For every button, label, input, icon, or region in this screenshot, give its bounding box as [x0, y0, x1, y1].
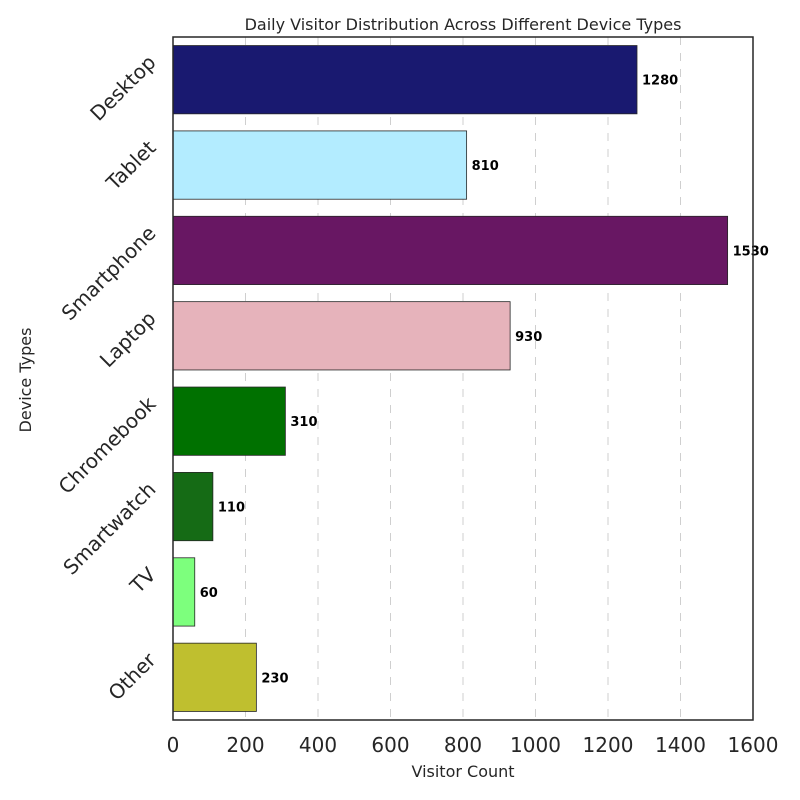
bar-smartphone [172, 215, 729, 285]
data-label: 1530 [733, 244, 769, 259]
y-tick-label: Other [103, 647, 161, 705]
y-tick-label: Tablet [101, 136, 161, 196]
data-label: 930 [515, 330, 542, 345]
x-tick-label: 600 [371, 733, 409, 757]
data-label: 310 [290, 415, 317, 430]
y-axis-label: Device Types [16, 328, 35, 433]
bar-desktop [172, 45, 638, 115]
x-tick-label: 1400 [655, 733, 706, 757]
data-label: 230 [261, 671, 288, 686]
x-tick-label: 1000 [510, 733, 561, 757]
data-label: 810 [472, 159, 499, 174]
x-tick-labels: 0 200 400 600 800 1000 1200 1400 1600 [167, 733, 779, 757]
bar-other [172, 642, 257, 712]
data-label: 60 [200, 586, 218, 601]
plot-frame [172, 36, 754, 721]
y-tick-label: TV [125, 562, 161, 598]
data-labels: 1280 810 1530 930 310 110 60 230 [200, 74, 769, 687]
x-axis-label: Visitor Count [411, 762, 514, 781]
x-tick-label: 200 [226, 733, 264, 757]
bar-laptop [172, 301, 511, 371]
x-tick-label: 400 [299, 733, 337, 757]
bar-smartwatch [172, 472, 214, 542]
x-tick-label: 0 [167, 733, 180, 757]
bar-tv [172, 557, 196, 627]
x-tick-label: 1200 [583, 733, 634, 757]
x-tick-label: 1600 [728, 733, 779, 757]
x-tick-label: 800 [444, 733, 482, 757]
bar-chromebook [172, 386, 286, 456]
data-label: 1280 [642, 74, 678, 89]
y-tick-labels: DesktopTabletSmartphoneLaptopChromebookS… [54, 50, 161, 705]
chart-title: Daily Visitor Distribution Across Differ… [245, 15, 682, 34]
bar-tablet [172, 130, 468, 200]
bars [172, 45, 729, 712]
y-tick-label: Desktop [85, 50, 160, 125]
y-tick-label: Laptop [95, 306, 161, 372]
data-label: 110 [218, 501, 245, 516]
